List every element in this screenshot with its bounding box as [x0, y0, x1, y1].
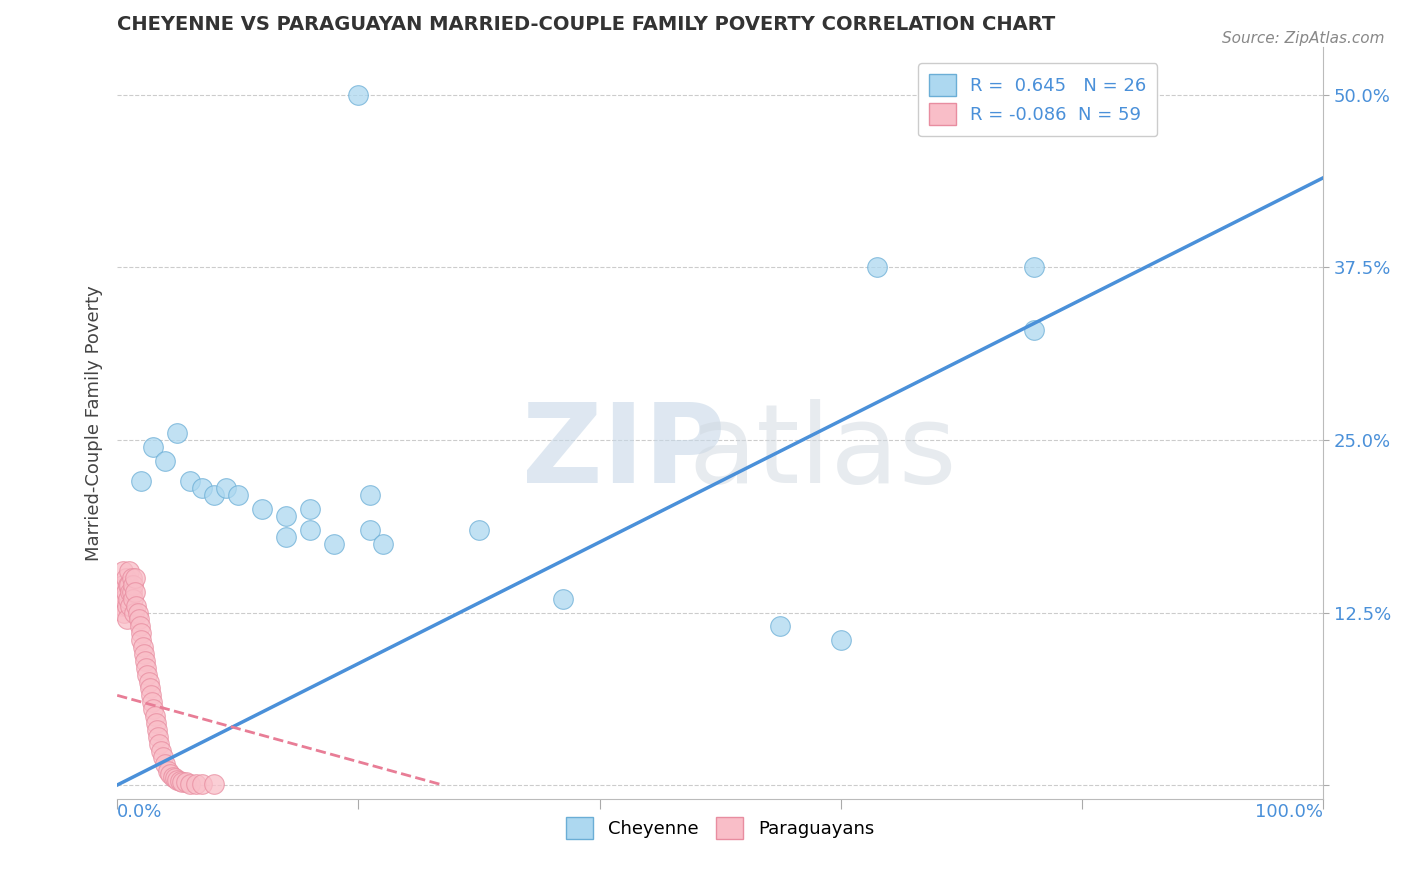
Point [136, 667, 159, 681]
Point [124, 571, 146, 585]
Point [166, 772, 188, 787]
Point [139, 689, 162, 703]
Point [112, 578, 135, 592]
Point [179, 475, 201, 489]
Point [226, 488, 249, 502]
Point [112, 606, 135, 620]
Point [143, 709, 166, 723]
Point [149, 743, 172, 757]
Point [121, 584, 143, 599]
Point [115, 612, 138, 626]
Point [155, 757, 177, 772]
Text: CHEYENNE VS PARAGUAYAN MARRIED-COUPLE FAMILY POVERTY CORRELATION CHART: CHEYENNE VS PARAGUAYAN MARRIED-COUPLE FA… [117, 15, 1056, 34]
Point [114, 584, 136, 599]
Point [215, 481, 238, 495]
Point [202, 777, 225, 791]
Point [866, 260, 889, 275]
Point [121, 571, 143, 585]
Point [122, 578, 145, 592]
Point [131, 640, 153, 654]
Text: atlas: atlas [689, 400, 957, 507]
Point [115, 599, 138, 613]
Text: 100.0%: 100.0% [1256, 803, 1323, 821]
Point [184, 777, 207, 791]
Point [468, 523, 491, 537]
Point [553, 591, 575, 606]
Point [141, 695, 163, 709]
Point [142, 440, 165, 454]
Point [347, 87, 370, 102]
Point [132, 647, 155, 661]
Point [359, 523, 381, 537]
Point [299, 502, 322, 516]
Point [129, 619, 152, 633]
Point [159, 767, 181, 781]
Point [156, 764, 179, 779]
Y-axis label: Married-Couple Family Poverty: Married-Couple Family Poverty [86, 285, 103, 561]
Point [1022, 260, 1045, 275]
Text: 0.0%: 0.0% [117, 803, 163, 821]
Point [162, 770, 184, 784]
Point [139, 681, 162, 696]
Point [769, 619, 792, 633]
Point [202, 488, 225, 502]
Text: Source: ZipAtlas.com: Source: ZipAtlas.com [1222, 31, 1385, 46]
Point [190, 777, 212, 791]
Point [174, 775, 197, 789]
Point [155, 453, 177, 467]
Point [131, 475, 153, 489]
Point [124, 584, 146, 599]
Point [274, 508, 297, 523]
Point [112, 564, 135, 578]
Point [830, 633, 852, 648]
Point [118, 564, 141, 578]
Point [145, 715, 167, 730]
Point [128, 612, 150, 626]
Point [117, 591, 139, 606]
Point [146, 723, 169, 737]
Legend: Cheyenne, Paraguayans: Cheyenne, Paraguayans [560, 810, 882, 847]
Point [131, 633, 153, 648]
Point [138, 674, 160, 689]
Point [179, 777, 201, 791]
Point [110, 584, 132, 599]
Point [359, 488, 381, 502]
Point [172, 775, 194, 789]
Text: ZIP: ZIP [522, 400, 725, 507]
Point [142, 702, 165, 716]
Point [152, 750, 174, 764]
Point [122, 591, 145, 606]
Point [122, 606, 145, 620]
Point [190, 481, 212, 495]
Point [120, 584, 142, 599]
Point [120, 599, 142, 613]
Point [111, 599, 134, 613]
Point [134, 654, 156, 668]
Point [169, 773, 191, 788]
Point [125, 599, 148, 613]
Point [117, 578, 139, 592]
Point [135, 661, 157, 675]
Point [148, 730, 170, 744]
Point [114, 571, 136, 585]
Point [250, 502, 273, 516]
Point [112, 591, 135, 606]
Point [371, 536, 394, 550]
Point [323, 536, 346, 550]
Point [299, 523, 322, 537]
Point [131, 626, 153, 640]
Point [1022, 322, 1045, 336]
Point [148, 737, 170, 751]
Point [165, 771, 187, 785]
Point [274, 530, 297, 544]
Point [118, 578, 141, 592]
Point [166, 426, 188, 441]
Point [127, 606, 149, 620]
